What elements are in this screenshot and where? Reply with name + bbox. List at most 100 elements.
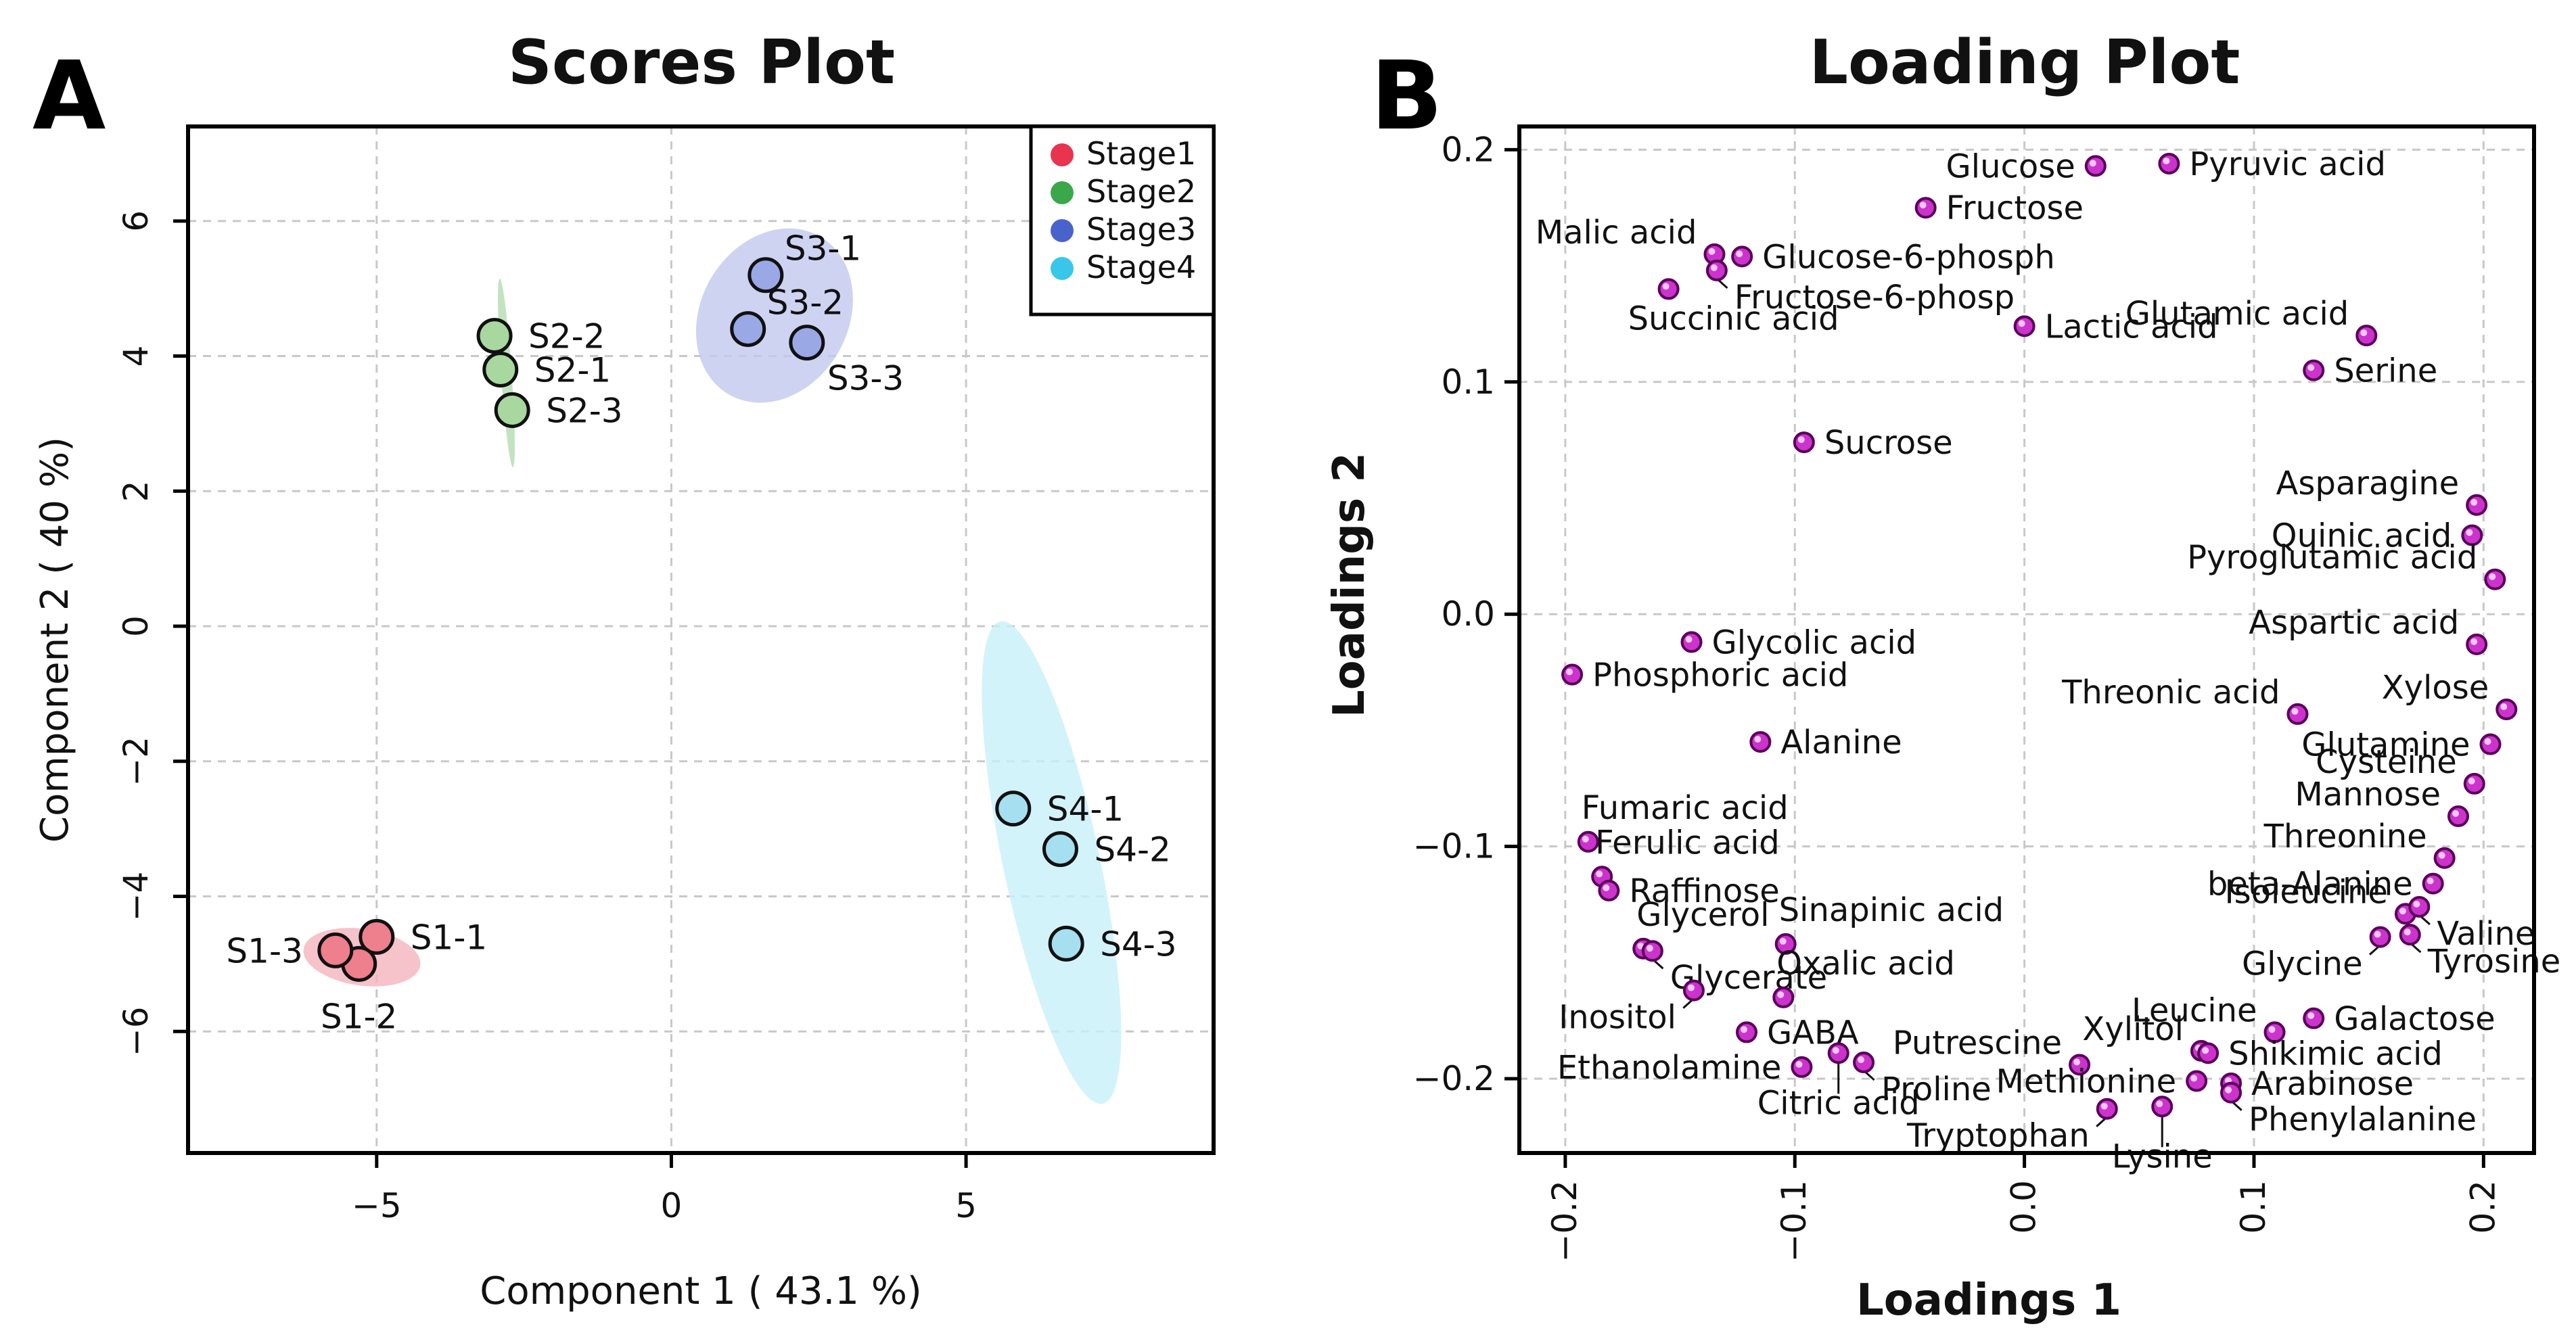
loading-point-highlight-ferulic-acid xyxy=(1596,870,1603,878)
y-tick-label: 4 xyxy=(116,346,156,367)
loading-label-pyruvic-acid: Pyruvic acid xyxy=(2189,145,2386,183)
loading-point-galactose xyxy=(2303,1007,2325,1029)
loading-point-alanine xyxy=(1749,731,1772,753)
loading-label-citric-acid: Citric acid xyxy=(1757,1084,1920,1122)
y-tick-label: 2 xyxy=(116,480,156,502)
legend-label-stage3: Stage3 xyxy=(1086,211,1196,248)
loading-point-highlight-galactose xyxy=(2307,1012,2315,1019)
loading-label-valine: Valine xyxy=(2437,915,2535,953)
loading-label-galactose: Galactose xyxy=(2334,1000,2495,1038)
loading-point-highlight-sucrose xyxy=(1797,436,1805,444)
loading-point-lactic-acid xyxy=(2013,315,2036,337)
legend-marker-stage1 xyxy=(1051,143,1074,166)
loading-point-inositol xyxy=(1682,979,1705,1002)
loading-point-citric-acid xyxy=(1827,1042,1849,1064)
scores-plot-points: S1-1 S1-2 S1-3 S2-2S2-1S2-3 S3-1 S3-2 S3-3 S4-1… xyxy=(226,229,1176,1037)
loading-point-glycerate xyxy=(1641,940,1663,962)
loading-point-highlight-tryptophan xyxy=(2100,1102,2108,1110)
loading-point-mannose xyxy=(2447,805,2470,828)
loading-point-highlight-phenylalanine xyxy=(2225,1086,2232,1093)
loading-point-highlight-oxalic-acid xyxy=(1777,991,1785,998)
loading-point-glycolic-acid xyxy=(1680,631,1703,653)
loading-label-tyrosine: Tyrosine xyxy=(2427,943,2561,981)
loading-label-xylitol: Xylitol xyxy=(2082,1010,2183,1048)
loading-plot-panel: B Loading Plot Glucose Pyruvic acid Fructo… xyxy=(1325,27,2560,1325)
scores-plot-title: Scores Plot xyxy=(508,27,895,98)
score-point-s1-3 xyxy=(317,932,354,968)
loading-label-aspartic-acid: Aspartic acid xyxy=(2249,604,2459,642)
loading-point-serine xyxy=(2303,359,2325,381)
loading-point-gaba xyxy=(1735,1021,1757,1043)
y-tick-label: 0.1 xyxy=(1441,362,1495,402)
loading-point-threonine xyxy=(2433,847,2456,869)
loading-point-highlight-lysine xyxy=(2156,1100,2163,1108)
loading-label-xylose: Xylose xyxy=(2382,669,2489,707)
loading-point-highlight-ethanolamine xyxy=(1795,1060,1803,1068)
loading-label-glucose: Glucose xyxy=(1946,147,2075,185)
loading-label-methionine: Methionine xyxy=(1996,1063,2177,1101)
y-tick-label: −4 xyxy=(116,872,156,922)
panel-letter-a: A xyxy=(32,41,106,151)
loading-point-highlight-lactic-acid xyxy=(2018,320,2025,327)
score-label-s3-1: S3-1 xyxy=(785,229,861,268)
y-tick-label: −0.1 xyxy=(1413,827,1495,866)
score-point-s3-1 xyxy=(748,257,784,293)
loading-point-highlight-mannose xyxy=(2452,810,2460,818)
loading-point-valine xyxy=(2408,895,2431,918)
loading-point-glutamic-acid xyxy=(2355,325,2378,347)
loading-point-highlight-pyruvic-acid xyxy=(2163,157,2170,164)
loading-label-threonic-acid: Threonic acid xyxy=(2061,674,2280,711)
loading-label-glucose-6-phosph: Glucose-6-phosph xyxy=(1762,238,2055,276)
y-tick-label: −2 xyxy=(116,736,156,786)
y-tick-label: 0 xyxy=(116,615,156,637)
loading-point-highlight-pyroglutamic-acid xyxy=(2489,573,2496,580)
x-tick-label: −5 xyxy=(352,1186,402,1225)
loading-point-highlight-gaba xyxy=(1740,1026,1747,1033)
x-tick-label: 5 xyxy=(955,1186,977,1225)
loading-point-asparagine xyxy=(2466,494,2488,516)
legend-marker-stage4 xyxy=(1051,257,1074,280)
loading-point-highlight-quinic-acid xyxy=(2466,529,2473,536)
loading-point-fructose xyxy=(1914,197,1937,219)
loading-point-highlight-sinapinic-acid xyxy=(1779,937,1787,945)
loading-point-highlight-glucose xyxy=(2089,160,2096,167)
loading-point-highlight-inositol xyxy=(1687,984,1695,991)
loading-point-glucose-6-phosph xyxy=(1731,245,1753,268)
scores-plot-panel: A Scores Plot S1-1 S1-2 S1-3 S2-2S2-1S2-3 S3… xyxy=(32,27,1216,1313)
y-tick-label: 0.2 xyxy=(1441,130,1495,169)
score-label-s4-3: S4-3 xyxy=(1100,924,1176,964)
loading-point-highlight-glutamic-acid xyxy=(2360,329,2368,337)
score-point-s4-1 xyxy=(995,791,1032,827)
loading-point-highlight-xylose xyxy=(2500,703,2508,711)
y-tick-label: 6 xyxy=(116,210,156,232)
loading-label-glutamic-acid: Glutamic acid xyxy=(2125,295,2349,333)
loading-point-cysteine xyxy=(2463,772,2485,795)
loading-label-quinic-acid: Quinic acid xyxy=(2272,517,2452,555)
loading-plot-points: Glucose Pyruvic acid Fructose Malic acid Glu… xyxy=(1536,145,2561,1175)
loading-label-mannose: Mannose xyxy=(2295,776,2441,814)
loading-point-glutamine xyxy=(2479,733,2502,755)
loading-label-shikimic-acid: Shikimic acid xyxy=(2228,1035,2443,1073)
loading-label-phosphoric-acid: Phosphoric acid xyxy=(1592,657,1848,695)
loading-label-fructose: Fructose xyxy=(1946,189,2084,227)
loading-point-sucrose xyxy=(1793,431,1815,454)
loading-point-highlight-valine xyxy=(2413,900,2420,908)
x-tick-label: 0.0 xyxy=(2004,1180,2044,1234)
loading-point-methionine xyxy=(2186,1070,2208,1092)
loading-point-phosphoric-acid xyxy=(1561,663,1584,686)
loading-point-tyrosine xyxy=(2399,924,2421,946)
scores-plot-x-label: Component 1 ( 43.1 %) xyxy=(480,1269,922,1313)
score-label-s4-1: S4-1 xyxy=(1047,790,1124,829)
loading-point-highlight-phosphoric-acid xyxy=(1566,668,1573,676)
x-tick-label: 0.2 xyxy=(2463,1180,2502,1234)
loading-plot-x-label: Loadings 1 xyxy=(1856,1275,2121,1325)
loading-point-highlight-isoleucine xyxy=(2399,908,2406,915)
loading-label-raffinose: Raffinose xyxy=(1629,872,1779,910)
loading-point-highlight-threonine xyxy=(2438,851,2445,859)
score-label-s3-2: S3-2 xyxy=(767,283,844,323)
loading-point-raffinose xyxy=(1598,879,1620,901)
loading-label-lactic-acid: Lactic acid xyxy=(2045,308,2218,346)
loading-point-phenylalanine xyxy=(2220,1081,2242,1104)
loading-point-lysine xyxy=(2151,1096,2174,1118)
